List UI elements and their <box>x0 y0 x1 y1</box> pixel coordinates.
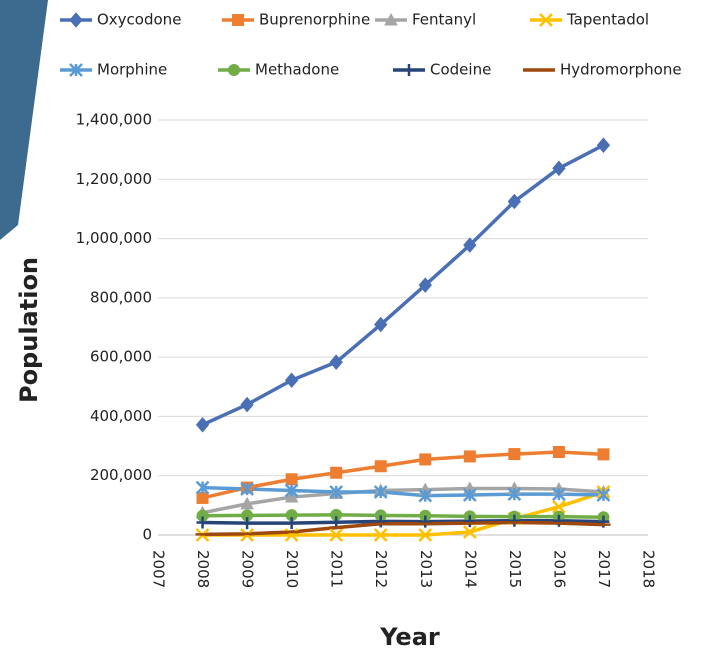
marker <box>286 473 298 485</box>
x-tick-label: 2010 <box>283 550 301 588</box>
legend-label: Methadone <box>255 61 339 79</box>
x-tick-label: 2016 <box>550 550 568 588</box>
series-line <box>203 145 604 425</box>
y-tick-label: 0 <box>142 526 152 544</box>
legend-marker <box>70 13 82 27</box>
y-tick-label: 600,000 <box>90 348 152 366</box>
marker <box>197 492 209 504</box>
x-tick-label: 2009 <box>239 550 257 588</box>
y-tick-label: 800,000 <box>90 288 152 306</box>
x-tick-label: 2008 <box>194 550 212 588</box>
series-line <box>203 492 604 535</box>
y-axis-title: Population <box>15 257 43 403</box>
y-tick-label: 1,000,000 <box>76 229 152 247</box>
x-tick-label: 2015 <box>506 550 524 588</box>
marker <box>553 446 565 458</box>
x-tick-label: 2018 <box>640 550 658 588</box>
x-axis-title: Year <box>379 623 440 651</box>
legend-label: Fentanyl <box>412 11 476 29</box>
legend-label: Tapentadol <box>566 11 649 29</box>
legend-label: Hydromorphone <box>560 61 682 79</box>
chart: Year Population 0 200,000 400,000 600,000 80… <box>0 0 713 655</box>
x-tick-label: 2011 <box>328 550 346 588</box>
marker <box>330 467 342 479</box>
marker <box>419 453 431 465</box>
y-tick-label: 1,200,000 <box>76 170 152 188</box>
decoration <box>0 0 48 240</box>
marker <box>597 138 609 152</box>
y-tick-label: 400,000 <box>90 407 152 425</box>
legend-marker <box>403 64 415 76</box>
marker <box>197 418 209 432</box>
x-tick-label: 2014 <box>461 550 479 588</box>
y-tick-label: 1,400,000 <box>76 111 152 129</box>
x-tick-label: 2007 <box>150 550 168 588</box>
x-tick-label: 2013 <box>417 550 435 588</box>
legend-marker <box>232 14 244 26</box>
marker <box>464 450 476 462</box>
legend-marker <box>228 64 240 76</box>
page: {"chart_data": {"type": "line", "x_label… <box>0 0 713 655</box>
legend-label: Codeine <box>430 61 491 79</box>
x-tick-label: 2012 <box>372 550 390 588</box>
series-line <box>203 515 604 517</box>
x-tick-label: 2017 <box>595 550 613 588</box>
legend-label: Oxycodone <box>97 11 181 29</box>
marker <box>286 373 298 387</box>
marker <box>375 460 387 472</box>
legend-label: Morphine <box>97 61 167 79</box>
y-tick-label: 200,000 <box>90 466 152 484</box>
marker <box>241 398 253 412</box>
marker <box>508 448 520 460</box>
marker <box>597 448 609 460</box>
legend-label: Buprenorphine <box>259 11 370 29</box>
